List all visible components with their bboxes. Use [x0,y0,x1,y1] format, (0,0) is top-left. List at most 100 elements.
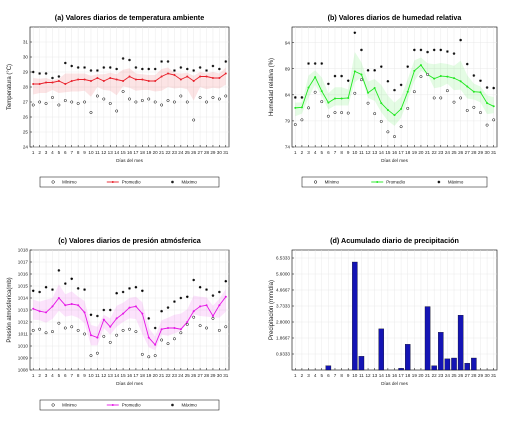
maximum-point [399,83,403,87]
maximum-point [38,290,41,294]
average-point [51,81,54,84]
star-stroke [419,48,423,52]
minimum-point [346,111,350,115]
average-point [413,69,416,72]
x-tick-label: 16 [127,150,133,155]
x-tick-label: 29 [210,150,216,155]
x-tick-label: 19 [412,150,418,155]
y-tick-label: 2.8000 [276,320,290,325]
maximum-point [89,69,93,72]
x-tick-label: 28 [204,373,210,378]
maximum-point [128,58,131,62]
x-tick-label: 18 [405,150,411,155]
average-point [179,78,182,81]
minimum-point [386,130,390,134]
average-point [109,325,112,328]
average-band [33,67,226,101]
y-tick-label: 1013 [18,308,29,313]
y-tick-label: 74 [285,145,291,150]
minimum-point [102,334,106,338]
x-tick-label: 24 [445,373,451,378]
maximum-point [57,269,61,272]
star-stroke [492,86,495,90]
star-stroke [134,286,138,289]
average-point [45,311,48,314]
x-axis-label: Días del mes [116,381,144,386]
star-stroke [70,277,73,280]
star-stroke [96,69,99,72]
x-tick-label: 12 [365,150,371,155]
star-stroke [57,269,61,272]
minimum-point [31,103,35,107]
maximum-point [205,288,208,291]
average-point [102,318,105,321]
maximum-point [179,66,183,69]
star-stroke [128,287,131,290]
bar [398,368,404,371]
x-tick-label: 26 [191,373,197,378]
maximum-point [211,294,215,297]
maximum-point [108,308,112,312]
y-tick-label: 6.5333 [276,256,290,261]
x-tick-label: 12 [101,150,107,155]
bar [378,328,385,371]
average-point [320,90,323,93]
chart-title: (c) Valores diarios de presión atmósferi… [58,236,202,245]
star-stroke [406,65,409,68]
maximum-point [147,317,151,320]
maximum-point [205,69,208,72]
x-tick-label: 25 [185,150,191,155]
average-point [160,328,163,331]
minimum-point [179,94,183,98]
star-stroke [44,72,48,75]
x-tick-label: 7 [70,150,73,155]
average-point [115,317,118,320]
x-tick-label: 21 [159,150,165,155]
x-tick-label: 28 [471,150,477,155]
average-point [380,102,383,105]
average-point [134,78,137,81]
bar [438,332,444,371]
maximum-point [31,289,35,293]
x-tick-label: 11 [95,373,100,378]
average-point [134,305,137,308]
maximum-point [179,296,183,300]
maximum-point [76,287,80,290]
bar [471,357,477,371]
x-tick-label: 31 [223,150,229,155]
legend-marker-minimum [314,180,318,184]
minimum-point [373,112,377,116]
average-point [51,305,54,308]
y-tick-label: 26 [23,115,29,120]
star-stroke [128,58,131,62]
average-point [32,83,35,85]
average-point [77,304,80,307]
legend-marker-average [376,181,379,183]
maximum-point [89,313,93,317]
x-tick-label: 14 [114,150,120,155]
y-tick-label: 1011 [18,332,28,337]
average-point [393,114,396,117]
bar [457,314,464,371]
maximum-point [121,290,125,294]
maximum-point [108,66,112,69]
maximum-point [485,86,489,89]
x-tick-label: 17 [399,150,405,155]
legend-marker-minimum [51,403,55,407]
average-point [327,101,330,104]
minimum-point [217,328,221,332]
maximum-point [185,295,189,299]
x-tick-label: 20 [418,150,424,155]
x-tick-label: 27 [465,373,471,378]
maximum-point [160,309,163,313]
y-axis-label: Presión atmósferica(mb) [7,277,13,342]
minimum-point [38,327,42,331]
minimum-point [445,89,449,93]
x-tick-label: 26 [458,373,464,378]
x-tick-label: 18 [405,373,411,378]
average-point [70,80,73,82]
y-axis-label: Precipitación (mm/día) [269,280,275,340]
x-tick-label: 18 [140,373,146,378]
maximum-point [76,66,80,69]
minimum-point [44,331,48,335]
